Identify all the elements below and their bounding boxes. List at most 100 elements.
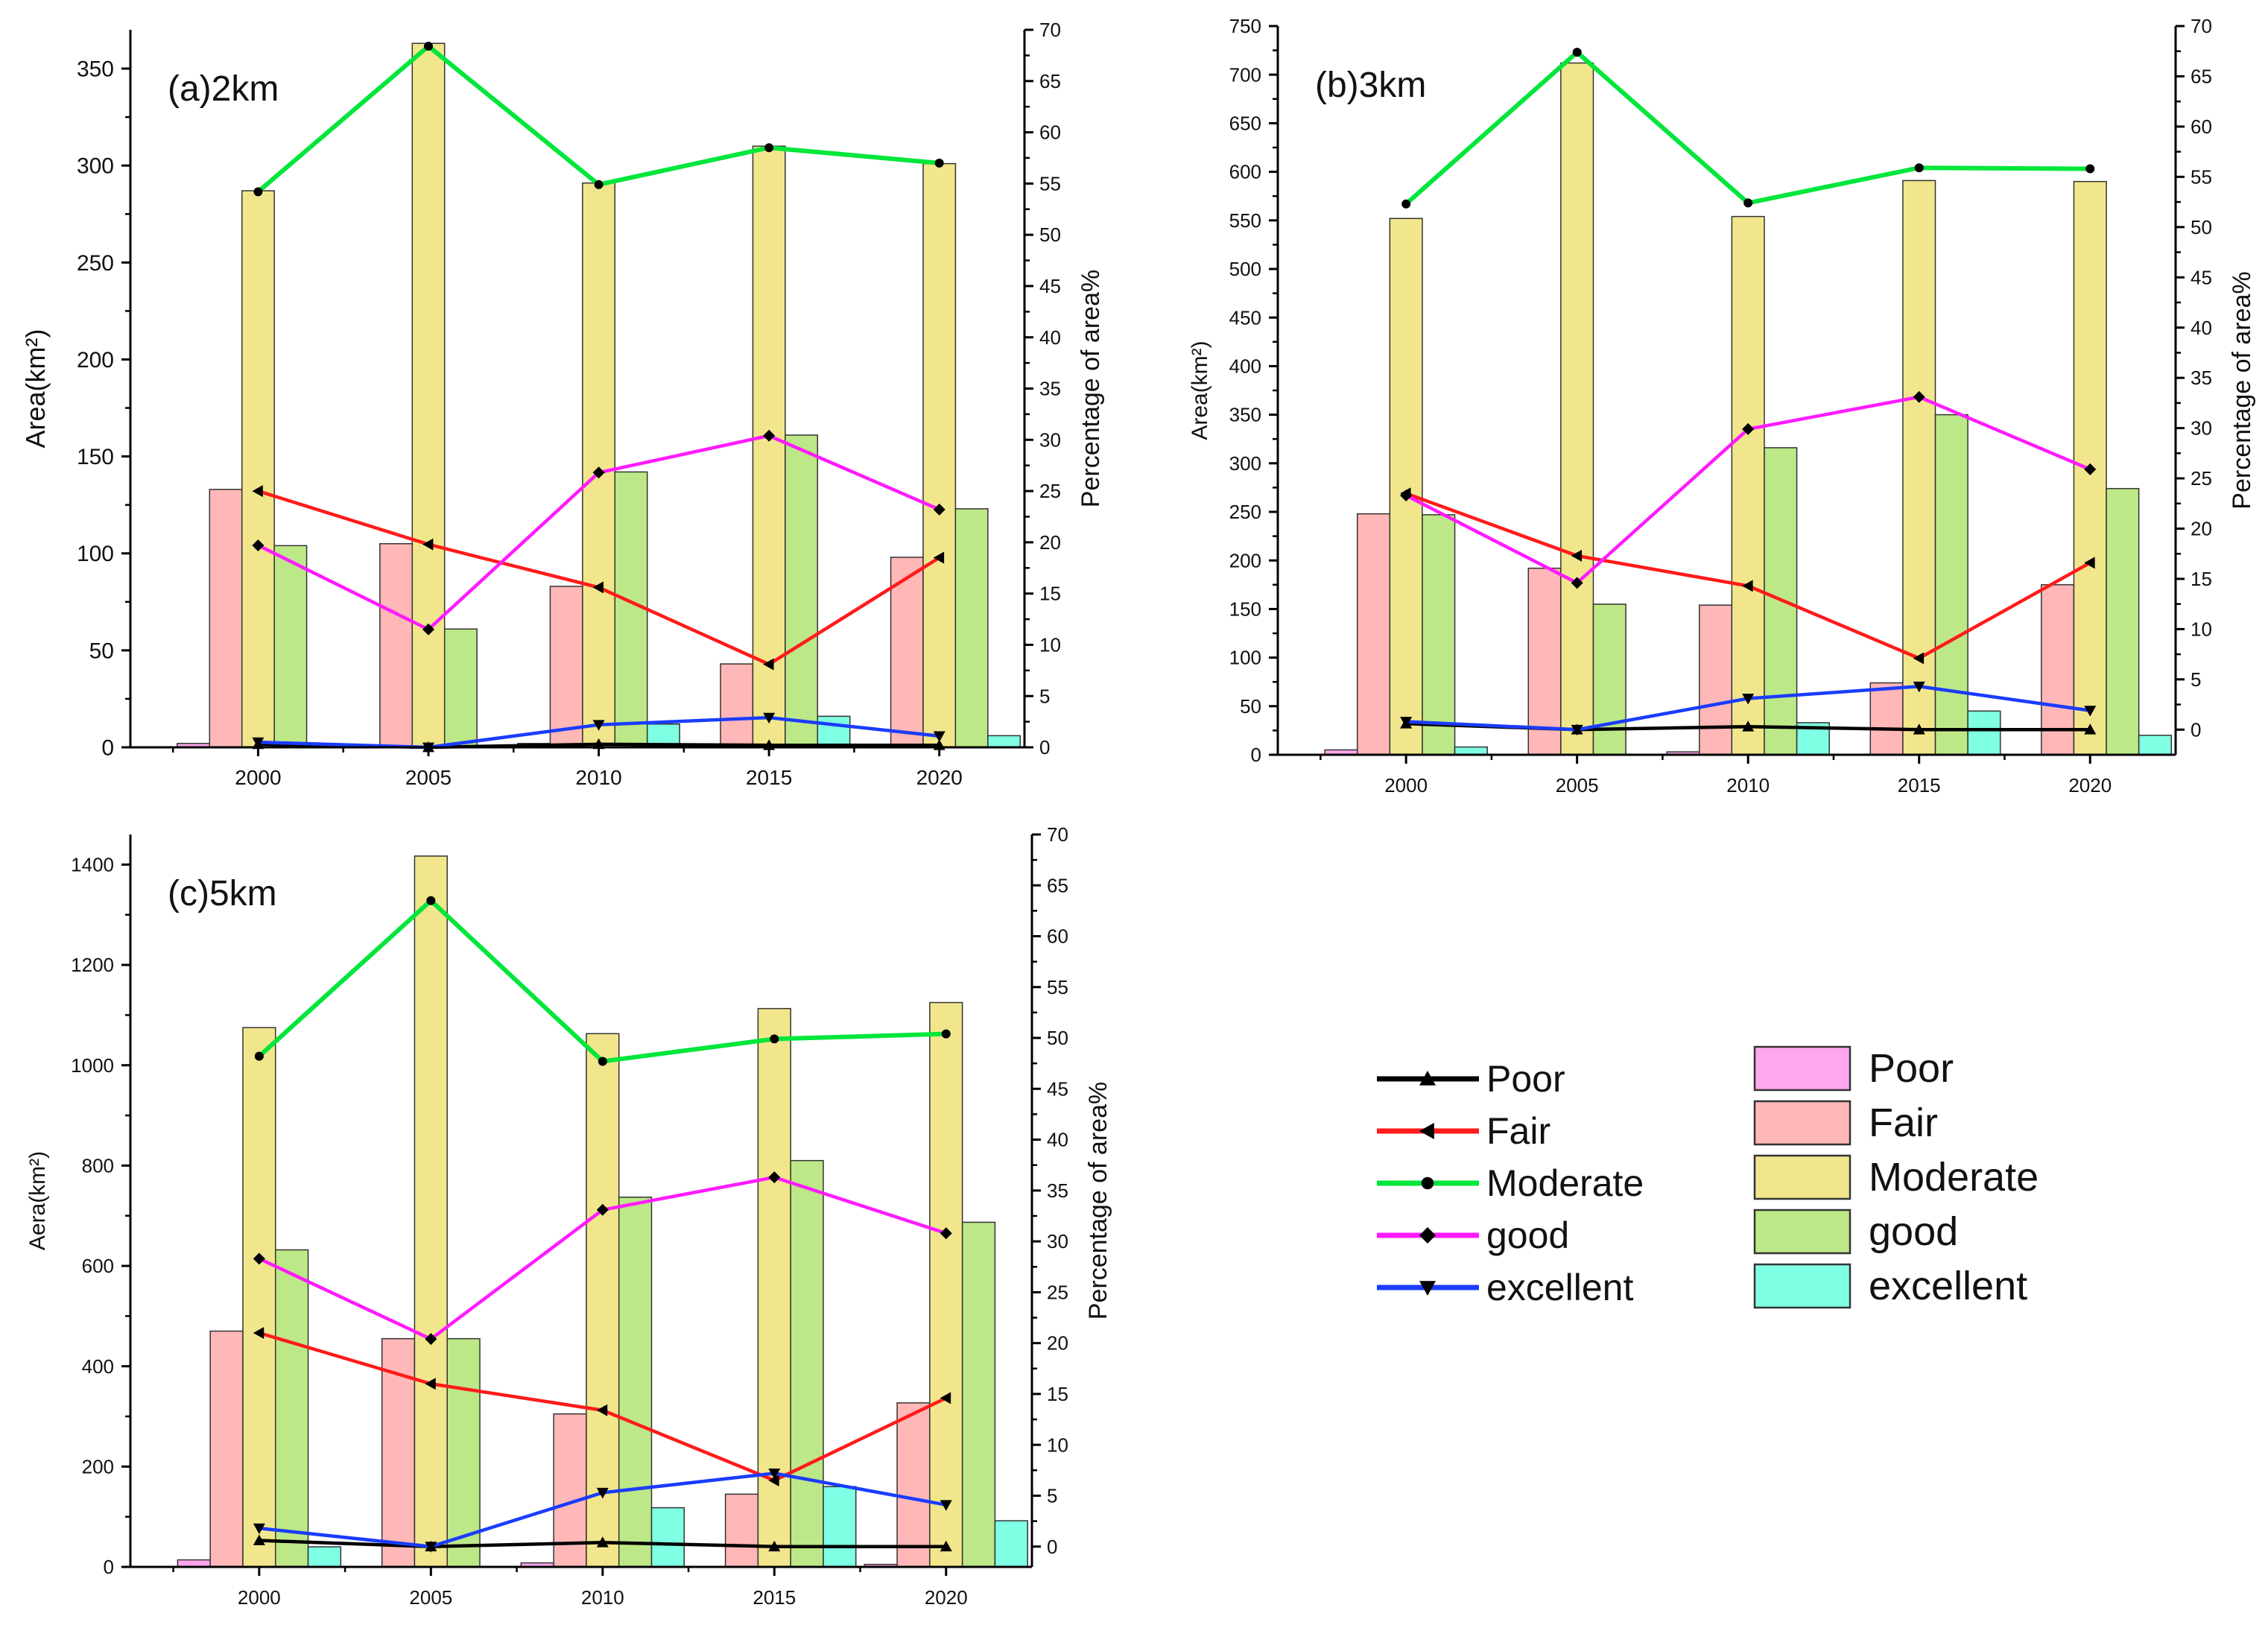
- legend-lines: Poor Fair Moderate good excellent: [1377, 1058, 1644, 1308]
- y-tick-label-left: 750: [1229, 15, 1261, 37]
- y-tick-label-left: 200: [77, 348, 114, 373]
- bar-moderate-2020: [922, 162, 957, 748]
- line-moderate: [256, 44, 940, 194]
- x-tick-label-2015: 2015: [746, 766, 792, 789]
- bar-fair-2000: [1356, 513, 1391, 756]
- bar-excellent-2020: [987, 735, 1021, 748]
- x-tick-label-2005: 2005: [405, 766, 452, 789]
- legend-swatch-excellent: [1753, 1263, 1852, 1309]
- bar-moderate-2000: [1389, 218, 1423, 756]
- legend-swatch-fair: [1753, 1100, 1852, 1146]
- y-tick-label-right: 0: [1039, 736, 1050, 758]
- y-tick-label-right: 45: [2191, 266, 2212, 288]
- y-tick-label-left: 150: [77, 445, 114, 469]
- point-fair-2005: [425, 1378, 436, 1390]
- point-good-2020: [933, 503, 945, 516]
- y-tick-label-right: 40: [1047, 1129, 1068, 1151]
- y-tick-label-right: 20: [1047, 1332, 1068, 1355]
- point-moderate-2015: [1914, 163, 1924, 173]
- y-tick-label-right: 45: [1047, 1077, 1068, 1100]
- bar-good-2015: [790, 1159, 824, 1568]
- y-tick-label-right: 5: [1039, 685, 1050, 707]
- y-tick-label-left: 600: [82, 1255, 114, 1277]
- point-fair-2015: [1913, 652, 1925, 665]
- x-tick-label-2000: 2000: [235, 766, 281, 789]
- y-tick-label-right: 25: [1039, 480, 1061, 502]
- point-fair-2010: [596, 1404, 608, 1416]
- y-axis-label-right: Percentage of area%: [1084, 1082, 1112, 1320]
- y-tick-label-left: 0: [1251, 744, 1261, 766]
- point-fair-2005: [422, 538, 434, 551]
- y-tick-label-right: 25: [2191, 467, 2212, 490]
- y-tick-label-left: 0: [101, 736, 114, 761]
- bar-good-2000: [275, 1249, 309, 1568]
- legend-bar-label-fair: Fair: [1869, 1100, 1938, 1145]
- y-axis-label-left: Area(km²): [20, 329, 51, 449]
- bar-excellent-2015: [817, 715, 851, 748]
- x-tick-label-2010: 2010: [581, 1586, 624, 1609]
- y-tick-label-right: 70: [1039, 19, 1061, 41]
- y-tick-label-right: 5: [2191, 668, 2201, 691]
- y-axis-label-left: Area(km²): [1188, 341, 1212, 440]
- y-tick-label-right: 55: [1039, 172, 1061, 194]
- y-tick-label-left: 1400: [71, 853, 114, 875]
- legend-line-label-fair: Fair: [1486, 1110, 1550, 1152]
- point-excellent-2020: [933, 731, 945, 742]
- y-tick-label-left: 200: [1229, 549, 1261, 571]
- y-tick-label-right: 55: [2191, 165, 2212, 188]
- y-tick-label-right: 15: [2191, 568, 2212, 590]
- point-fair-2000: [252, 485, 263, 498]
- point-fair-2020: [2084, 557, 2095, 569]
- point-fair-2020: [933, 551, 945, 564]
- y-tick-label-left: 200: [82, 1455, 114, 1477]
- y-tick-label-right: 60: [2191, 115, 2212, 138]
- point-good-2010: [592, 466, 605, 479]
- x-tick-label-2020: 2020: [916, 766, 963, 789]
- point-poor-2010: [596, 1536, 609, 1548]
- point-fair-2015: [768, 1474, 779, 1486]
- legend-line-label-good: good: [1486, 1214, 1569, 1256]
- y-tick-label-left: 350: [77, 57, 114, 82]
- legend-swatch-poor: [1753, 1045, 1852, 1092]
- point-moderate-2000: [254, 1051, 264, 1061]
- y-tick-label-right: 20: [2191, 518, 2212, 540]
- y-tick-label-right: 70: [1047, 823, 1068, 846]
- y-tick-label-left: 450: [1229, 306, 1261, 329]
- y-tick-label-left: 250: [1229, 501, 1261, 523]
- bar-excellent-2010: [650, 1507, 685, 1568]
- bar-excellent-2020: [994, 1520, 1028, 1568]
- legend-marker-fair: [1419, 1123, 1434, 1139]
- bar-fair-2015: [1869, 682, 1904, 756]
- y-tick-label-left: 550: [1229, 209, 1261, 232]
- bar-fair-2020: [896, 1402, 931, 1568]
- y-axis-label-left: Aera(km²): [25, 1151, 50, 1250]
- y-tick-label-right: 65: [1047, 874, 1068, 896]
- bar-moderate-2015: [1902, 180, 1936, 756]
- point-good-2015: [768, 1171, 781, 1184]
- point-excellent-2000: [253, 1523, 265, 1535]
- y-tick-label-right: 35: [2191, 367, 2212, 389]
- x-tick-label-2000: 2000: [1384, 774, 1428, 796]
- y-tick-label-left: 100: [1229, 647, 1261, 669]
- bar-good-2005: [1592, 604, 1626, 756]
- y-tick-label-left: 100: [77, 542, 114, 566]
- bar-fair-2000: [209, 489, 243, 748]
- y-tick-label-right: 60: [1047, 925, 1068, 948]
- y-axis-label-right: Percentage of area%: [2228, 271, 2256, 509]
- y-tick-label-left: 1000: [71, 1054, 114, 1077]
- point-poor-2020: [2084, 723, 2097, 735]
- y-tick-label-right: 15: [1039, 583, 1061, 605]
- line-moderate: [1404, 50, 2091, 206]
- y-tick-label-left: 50: [89, 639, 114, 663]
- bar-moderate-2010: [586, 1033, 620, 1568]
- point-excellent-2020: [940, 1500, 952, 1511]
- point-moderate-2020: [941, 1029, 951, 1039]
- bar-excellent-2015: [823, 1486, 857, 1568]
- y-tick-label-right: 35: [1039, 378, 1061, 400]
- bar-good-2000: [1422, 514, 1456, 756]
- chart-panel-5km: 0 200 400 600 800 1000 1200 1400 0 5 10 15 20 25 30 35 4…: [25, 823, 1112, 1609]
- y-tick-label-left: 1200: [71, 954, 114, 976]
- point-poor-2015: [768, 1540, 781, 1552]
- y-tick-label-right: 55: [1047, 976, 1068, 998]
